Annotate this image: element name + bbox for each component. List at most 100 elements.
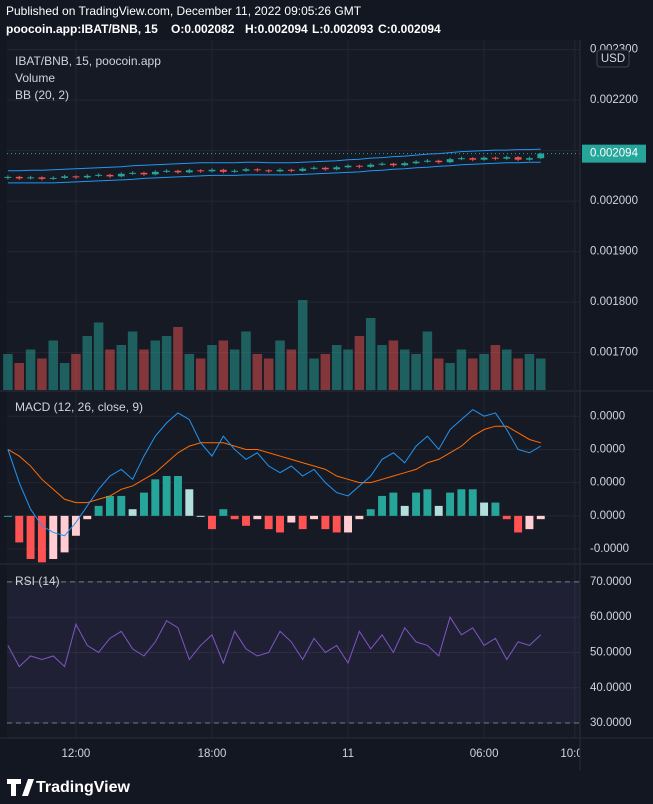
candle-body — [129, 172, 137, 174]
candle-body — [389, 163, 397, 166]
brand: TradingView — [36, 779, 131, 796]
macd-histogram-bar — [185, 489, 194, 516]
candle-body — [83, 175, 91, 178]
macd-histogram-bar — [15, 515, 24, 543]
y-tick-label: 0.0000 — [590, 477, 625, 489]
x-tick-label: 12:00 — [62, 748, 91, 760]
macd-histogram-bar — [83, 515, 92, 520]
candle-body — [423, 160, 431, 162]
currency-label: USD — [601, 53, 625, 65]
volume-bar — [37, 358, 47, 390]
macd-title: MACD (12, 26, close, 9) — [15, 400, 143, 414]
macd-histogram-bar — [264, 515, 273, 530]
rsi-band-fill — [7, 581, 580, 724]
candle-body — [287, 169, 295, 171]
candle-body — [310, 167, 318, 169]
macd-histogram-bar — [480, 502, 489, 516]
macd-histogram-bar — [378, 495, 387, 516]
y-tick-label: 50.0000 — [590, 647, 632, 659]
volume-bar — [184, 354, 195, 390]
x-tick-label: 06:00 — [470, 748, 499, 760]
x-tick-label: 10:00 — [560, 748, 589, 760]
candle-body — [265, 170, 273, 172]
axis-layer: 0.0017000.0018000.0019000.0020000.002100… — [0, 40, 653, 770]
volume-bar — [263, 358, 274, 390]
symbol: poocoin.app:IBAT/BNB, 15 — [6, 22, 158, 36]
macd-histogram-bar — [446, 492, 455, 516]
macd-histogram-bar — [49, 515, 58, 560]
volume-bar — [445, 363, 455, 390]
volume-bar — [195, 358, 206, 390]
volume-bar — [14, 363, 25, 390]
candle-body — [355, 165, 363, 167]
volume-bar — [467, 358, 478, 390]
footer-logo: TradingView — [7, 779, 131, 796]
plot-layer: 12:00 18:00 11 06:00 10:00 — [3, 40, 589, 760]
macd-histogram-bar — [423, 489, 432, 516]
candle-body — [106, 174, 114, 177]
candle-body — [458, 158, 465, 160]
y-tick-label: 60.0000 — [590, 611, 632, 623]
macd-histogram-bar — [321, 515, 330, 530]
macd-histogram-bar — [60, 515, 69, 553]
macd-histogram-bar — [514, 515, 523, 533]
macd-histogram-bar — [491, 502, 500, 516]
macd-histogram-bar — [344, 515, 353, 533]
macd-histogram-bar — [105, 495, 114, 516]
volume-bar — [275, 340, 285, 390]
volume-bar — [309, 358, 319, 390]
y-tick-label: -0.0000 — [590, 543, 629, 555]
candle-body — [95, 174, 103, 176]
volume-bar — [48, 340, 59, 390]
ohlc-high: H:0.002094 — [245, 22, 308, 36]
volume-bar — [71, 354, 81, 390]
y-tick-label: 0.002000 — [590, 195, 638, 207]
published-line: Published on TradingView.com, December 1… — [6, 4, 362, 18]
rsi-title: RSI (14) — [15, 574, 60, 588]
y-tick-label: 0.0000 — [590, 410, 625, 422]
candle-body — [231, 170, 239, 172]
macd-histogram-bar — [208, 515, 216, 530]
volume-bar — [479, 354, 489, 390]
macd-histogram-bar — [162, 476, 171, 516]
y-tick-label: 0.001700 — [590, 347, 638, 359]
candle-body — [242, 169, 250, 171]
volume-bar — [105, 349, 115, 390]
volume-bar — [3, 354, 13, 390]
y-tick-label: 40.0000 — [590, 682, 632, 694]
volume-bar — [536, 358, 546, 390]
candle-body — [412, 161, 420, 164]
volume-bar — [173, 327, 183, 390]
candle-body — [38, 177, 46, 179]
y-tick-label: 0.0000 — [590, 510, 625, 522]
volume-bar — [286, 349, 297, 390]
volume-bar — [127, 331, 138, 390]
macd-histogram-bar — [355, 515, 364, 520]
bb-upper — [7, 148, 541, 172]
y-tick-label: 30.0000 — [590, 717, 632, 729]
volume-bar — [320, 354, 331, 390]
candle-body — [72, 176, 80, 178]
macd-histogram-bar — [71, 515, 80, 536]
y-tick-label: 0.001900 — [590, 246, 638, 258]
candle-body — [299, 168, 307, 171]
macd-histogram-bar — [128, 509, 137, 516]
volume-bar — [524, 354, 535, 390]
macd-histogram-bar — [366, 509, 375, 516]
volume-bar — [513, 358, 523, 390]
macd-histogram-bar — [139, 492, 148, 516]
volume-bar — [218, 340, 229, 390]
candle-body — [4, 176, 12, 178]
candle-body — [117, 173, 125, 177]
candle-body — [333, 167, 341, 170]
candle-body — [480, 157, 488, 160]
macd-histogram-bar — [412, 492, 421, 516]
macd-histogram-bar — [310, 515, 318, 520]
volume-bar — [399, 349, 410, 390]
chart-title: IBAT/BNB, 15, poocoin.app — [15, 54, 161, 68]
candle-body — [174, 170, 182, 173]
macd-histogram-bar — [94, 505, 103, 516]
candle-body — [27, 177, 34, 179]
macd-histogram-bar — [242, 515, 250, 526]
